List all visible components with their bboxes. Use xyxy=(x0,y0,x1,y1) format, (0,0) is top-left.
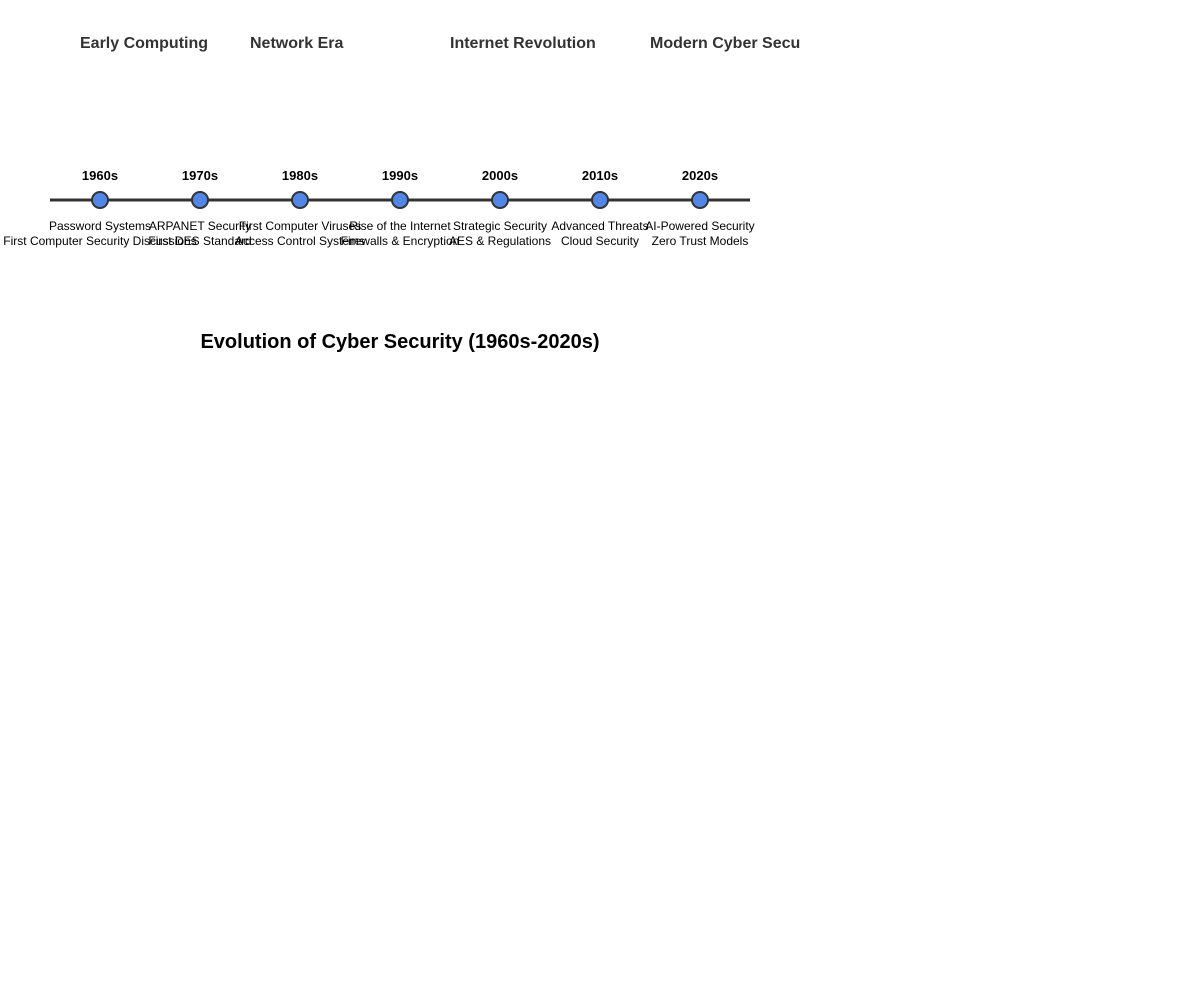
era-label-network-era: Network Era xyxy=(250,35,344,52)
decade-label-2010s: 2010s xyxy=(582,168,618,183)
event-label-2010s-1: Advanced Threats xyxy=(551,219,648,233)
era-label-early-computing: Early Computing xyxy=(80,35,209,52)
decade-label-1970s: 1970s xyxy=(182,168,218,183)
timeline-node-2000s xyxy=(491,191,509,209)
event-label-1970s-2: First DES Standard xyxy=(148,234,251,248)
decade-label-2000s: 2000s xyxy=(482,168,518,183)
timeline-node-1990s xyxy=(391,191,409,209)
era-label-modern-clip: Modern Cyber Secu xyxy=(650,35,800,57)
diagram-title: Evolution of Cyber Security (1960s-2020s… xyxy=(200,331,600,353)
timeline-node-1980s xyxy=(291,191,309,209)
decade-label-1980s: 1980s xyxy=(282,168,318,183)
event-label-1960s-1: Password Systems xyxy=(49,219,151,233)
event-label-1980s-2: Access Control Systems xyxy=(235,234,365,248)
timeline-node-1970s xyxy=(191,191,209,209)
event-label-1980s-1: First Computer Viruses xyxy=(239,219,361,233)
event-label-2020s-2: Zero Trust Models xyxy=(652,234,749,248)
era-label-internet-revolution: Internet Revolution xyxy=(450,35,596,52)
timeline-node-2020s xyxy=(691,191,709,209)
timeline-node-2010s xyxy=(591,191,609,209)
event-label-2020s-1: AI-Powered Security xyxy=(645,219,754,233)
timeline-node-1960s xyxy=(91,191,109,209)
event-label-2010s-2: Cloud Security xyxy=(561,234,639,248)
event-label-1990s-2: Firewalls & Encryption xyxy=(341,234,460,248)
event-label-2000s-2: AES & Regulations xyxy=(449,234,551,248)
event-label-1960s-2: First Computer Security Discussions xyxy=(3,234,196,248)
era-label-modern-cyber-security: Modern Cyber Secu xyxy=(650,35,800,52)
event-label-2000s-1: Strategic Security xyxy=(453,219,547,233)
decade-label-2020s: 2020s xyxy=(682,168,718,183)
event-label-1990s-1: Rise of the Internet xyxy=(349,219,451,233)
decade-label-1960s: 1960s xyxy=(82,168,118,183)
event-label-1970s-1: ARPANET Security xyxy=(149,219,251,233)
decade-label-1990s: 1990s xyxy=(382,168,418,183)
